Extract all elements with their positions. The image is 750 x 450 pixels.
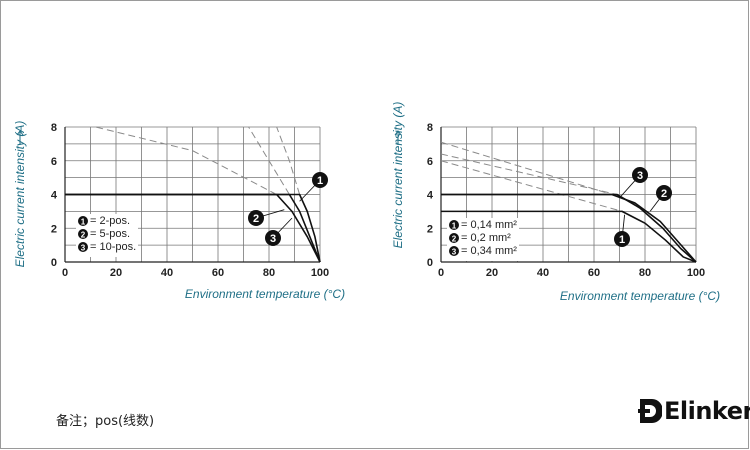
brand-name: Elinker	[664, 397, 750, 425]
x-tick-label: 40	[161, 267, 173, 279]
callout-badge	[312, 172, 328, 188]
legend-item-label: = 5-pos.	[90, 228, 130, 240]
y-tick-label: 4	[427, 190, 434, 202]
legend-badge-label: 2	[452, 235, 457, 244]
y-tick-label: 6	[427, 156, 433, 168]
callout-badge	[614, 231, 630, 247]
x-axis-title: Environment temperature (°C)	[185, 287, 345, 301]
y-axis-arrowhead	[394, 130, 402, 136]
callout-badge	[656, 185, 672, 201]
callout-badge-label: 1	[317, 175, 323, 187]
legend-badge-label: 2	[81, 231, 86, 240]
series-1-dashed	[276, 126, 301, 195]
legend: 1 = 2-pos. 2 = 5-pos. 3 = 10-pos.	[76, 214, 138, 257]
callout-badge-label: 2	[661, 188, 667, 200]
legend-badge-label: 1	[81, 218, 86, 227]
x-axis-title: Environment temperature (°C)	[560, 289, 720, 303]
series-2-dashed	[248, 126, 290, 195]
legend-item-label: = 10-pos.	[90, 241, 136, 253]
legend-box	[447, 218, 519, 261]
x-tick-label: 80	[639, 267, 651, 279]
x-tick-label: 20	[110, 267, 122, 279]
legend: 1 = 0,14 mm² 2 = 0,2 mm² 3 = 0,34 mm²	[447, 218, 519, 261]
footnote: 备注；pos(线数)	[56, 414, 155, 429]
legend-item-label: = 2-pos.	[90, 215, 130, 227]
legend-badge-label: 3	[81, 244, 86, 253]
legend-item-label: = 0,2 mm²	[461, 232, 511, 244]
x-tick-label: 60	[212, 267, 224, 279]
callout-badge-label: 3	[270, 233, 276, 245]
series-1-line	[441, 210, 697, 263]
x-tick-label: 20	[486, 267, 498, 279]
legend-badge-label: 3	[452, 248, 457, 257]
legend-item-label: = 0,14 mm²	[461, 219, 517, 231]
y-tick-label: 2	[51, 223, 57, 235]
legend-badge	[78, 216, 88, 226]
y-axis-arrowhead	[16, 130, 24, 136]
callout-badge-label: 2	[253, 213, 259, 225]
elinker-logo-icon	[638, 399, 662, 423]
legend-badge	[78, 242, 88, 252]
series-2-dashed	[440, 153, 618, 195]
chart-2: 0 20 40 60 80 100 0 2 4 6 8 Electric current intens…	[391, 102, 720, 303]
legend-badge	[449, 233, 459, 243]
y-axis-title: Electric current intensity (A)	[13, 121, 27, 268]
y-tick-label: 0	[51, 257, 57, 269]
legend-badge	[449, 246, 459, 256]
chart-1: 0 20 40 60 80 100 0 2 4 6 8 Electric current intens…	[13, 121, 345, 301]
callout-badge-label: 1	[619, 234, 625, 246]
y-tick-label: 0	[427, 257, 433, 269]
series-3-dashed	[440, 141, 612, 195]
x-tick-label: 100	[311, 267, 329, 279]
series-1-dashed	[440, 160, 623, 212]
series-3-line	[441, 193, 697, 263]
x-tick-label: 0	[438, 267, 444, 279]
callout-badge	[265, 230, 281, 246]
legend-badge	[78, 229, 88, 239]
series-3-dashed	[95, 126, 277, 195]
series-3-line	[65, 193, 321, 263]
legend-item-label: = 0,34 mm²	[461, 245, 517, 257]
callout-badge	[248, 210, 264, 226]
x-tick-label: 0	[62, 267, 68, 279]
y-tick-label: 8	[427, 122, 433, 134]
legend-badge-label: 1	[452, 222, 457, 231]
callout-badge	[632, 167, 648, 183]
x-tick-label: 60	[588, 267, 600, 279]
y-tick-label: 4	[51, 190, 58, 202]
x-tick-label: 80	[263, 267, 275, 279]
y-tick-label: 8	[51, 122, 57, 134]
legend-badge	[449, 220, 459, 230]
y-tick-label: 2	[427, 223, 433, 235]
y-axis-title: Electric current intensity (A)	[391, 102, 405, 249]
callout-badge-label: 3	[637, 170, 643, 182]
x-tick-label: 40	[537, 267, 549, 279]
x-tick-label: 100	[687, 267, 705, 279]
brand-logo: Elinker	[638, 397, 750, 425]
y-tick-label: 6	[51, 156, 57, 168]
